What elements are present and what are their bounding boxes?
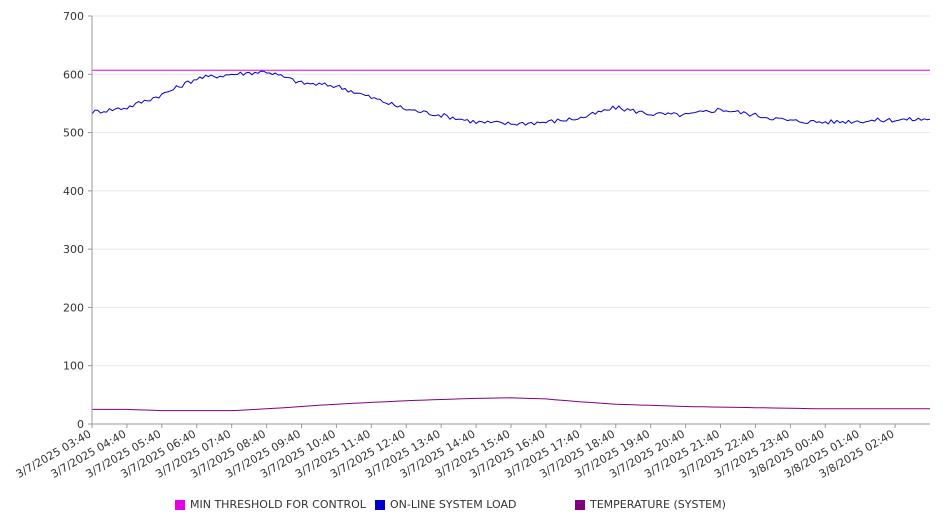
x-axis-ticks: 3/7/2025 03:403/7/2025 04:403/7/2025 05:…	[14, 424, 897, 481]
legend: MIN THRESHOLD FOR CONTROL ON-LINE SYSTEM…	[0, 498, 946, 514]
legend-swatch	[375, 499, 385, 510]
y-tick-label: 600	[63, 68, 84, 81]
series-line-1	[91, 70, 931, 126]
y-tick-label: 700	[63, 10, 84, 23]
y-tick-label: 0	[77, 418, 84, 431]
series-line-2	[92, 397, 930, 412]
y-tick-label: 400	[63, 185, 84, 198]
axes	[91, 16, 930, 425]
legend-swatch	[175, 499, 185, 510]
y-tick-label: 500	[63, 127, 84, 140]
y-tick-label: 100	[63, 360, 84, 373]
legend-label: TEMPERATURE (SYSTEM)	[590, 498, 726, 511]
legend-label: ON-LINE SYSTEM LOAD	[390, 498, 517, 511]
legend-item-min-threshold: MIN THRESHOLD FOR CONTROL	[175, 498, 366, 511]
legend-label: MIN THRESHOLD FOR CONTROL	[190, 498, 366, 511]
gridlines	[92, 15, 930, 367]
series-lines	[91, 69, 931, 412]
y-axis-ticks: 0 100 200 300 400 500 600 700	[63, 10, 92, 431]
legend-item-temperature: TEMPERATURE (SYSTEM)	[575, 498, 726, 511]
legend-swatch	[575, 499, 585, 510]
y-tick-label: 200	[63, 301, 84, 314]
y-tick-label: 300	[63, 243, 84, 256]
legend-item-system-load: ON-LINE SYSTEM LOAD	[375, 498, 516, 511]
